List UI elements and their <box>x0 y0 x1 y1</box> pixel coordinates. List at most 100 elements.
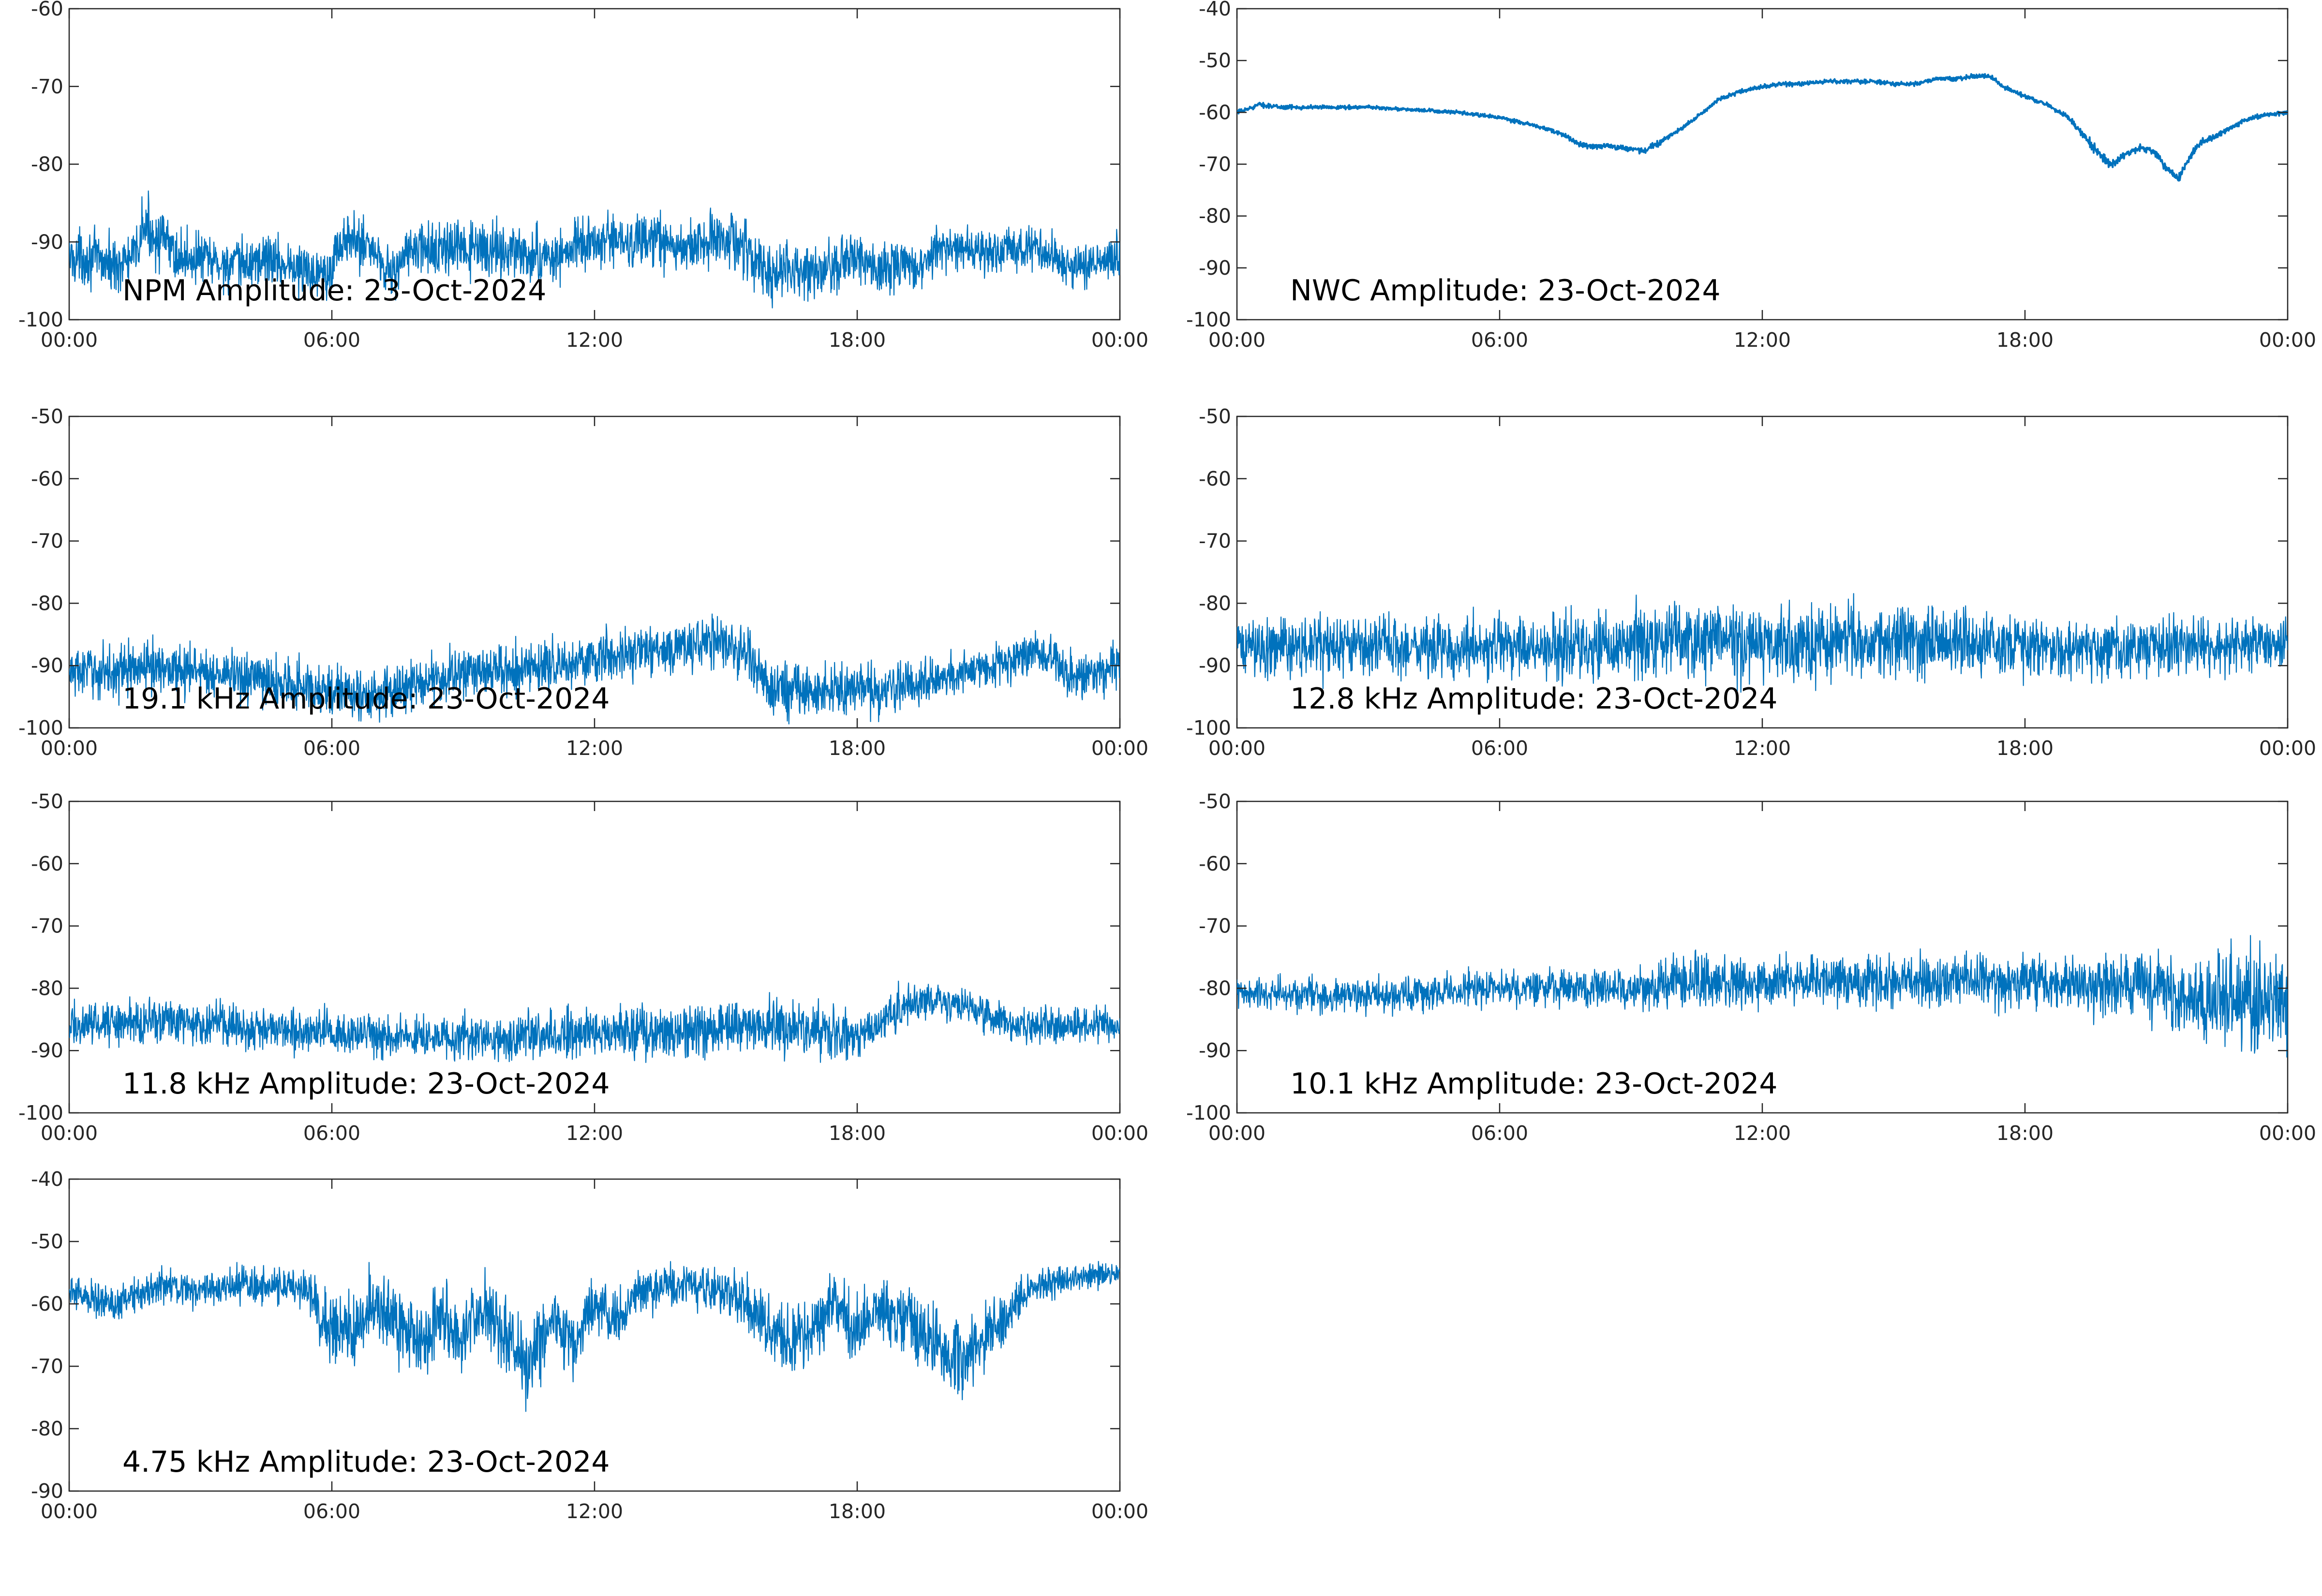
x-tick-label: 18:00 <box>829 328 886 352</box>
y-tick-label: -60 <box>31 852 63 875</box>
chart-panel-7: -90 -80 -70 -60 -50 -40 00:00 06:00 12:00 18:00 00… <box>31 1167 1148 1523</box>
x-tick-label: 00:00 <box>1208 328 1265 352</box>
panel-title: 10.1 kHz Amplitude: 23-Oct-2024 <box>1290 1067 1778 1101</box>
y-tick-label: -100 <box>1186 1101 1231 1124</box>
y-tick-label: -100 <box>18 308 63 331</box>
y-tick-label: -80 <box>31 591 63 615</box>
x-tick-label: 06:00 <box>303 1122 360 1145</box>
chart-panel-4: -100 -90 -80 -70 -60 -50 00:00 06:00 12:00 18:00 0… <box>1186 405 2316 760</box>
y-tick-label: -90 <box>1199 1039 1231 1062</box>
y-tick-label: -90 <box>31 1479 63 1503</box>
y-tick-label: -50 <box>1199 405 1231 428</box>
y-tick-label: -100 <box>1186 308 1231 331</box>
y-tick-label: -40 <box>1199 0 1231 20</box>
y-tick-label: -100 <box>18 716 63 739</box>
y-tick-label: -70 <box>31 75 63 98</box>
y-tick-label: -100 <box>1186 716 1231 739</box>
y-tick-label: -60 <box>31 467 63 490</box>
x-tick-label: 06:00 <box>1471 1122 1528 1145</box>
y-tick-label: -80 <box>1199 976 1231 1000</box>
x-tick-label: 00:00 <box>1208 1122 1265 1145</box>
series-line <box>1237 73 2288 182</box>
chart-panel-6: -100 -90 -80 -70 -60 -50 00:00 06:00 12:00 18:00 0… <box>1186 790 2316 1145</box>
y-tick-label: -70 <box>31 530 63 553</box>
x-tick-label: 12:00 <box>566 737 623 760</box>
y-tick-label: -70 <box>1199 915 1231 938</box>
panel-title: 11.8 kHz Amplitude: 23-Oct-2024 <box>122 1067 610 1101</box>
series-line <box>1237 593 2288 693</box>
y-tick-label: -80 <box>1199 591 1231 615</box>
x-tick-label: 18:00 <box>1996 1122 2054 1145</box>
x-tick-label: 18:00 <box>829 1500 886 1523</box>
x-tick-label: 00:00 <box>2259 328 2316 352</box>
series-line <box>69 190 1120 309</box>
x-tick-label: 00:00 <box>41 737 98 760</box>
y-tick-label: -70 <box>1199 153 1231 176</box>
x-tick-label: 06:00 <box>303 328 360 352</box>
chart-panel-2: -100 -90 -80 -70 -60 -50 -40 00:00 06:00 12:00 18:… <box>1186 0 2316 352</box>
x-tick-label: 00:00 <box>2259 737 2316 760</box>
x-tick-label: 18:00 <box>829 1122 886 1145</box>
panel-title: 12.8 kHz Amplitude: 23-Oct-2024 <box>1290 682 1778 716</box>
axes-box <box>68 415 1121 729</box>
y-tick-label: -50 <box>1199 790 1231 813</box>
axes-box <box>1236 415 2289 729</box>
chart-panel-1: -100 -90 -80 -70 -60 00:00 06:00 12:00 18:00 00:0… <box>18 0 1148 352</box>
y-tick-label: -50 <box>31 405 63 428</box>
x-tick-label: 00:00 <box>1091 737 1148 760</box>
y-tick-label: -60 <box>1199 101 1231 124</box>
x-tick-label: 00:00 <box>1091 1122 1148 1145</box>
y-tick-label: -90 <box>31 230 63 253</box>
x-tick-label: 00:00 <box>1091 328 1148 352</box>
x-tick-label: 06:00 <box>1471 328 1528 352</box>
panel-title: NWC Amplitude: 23-Oct-2024 <box>1290 274 1721 308</box>
series-line <box>69 1261 1120 1412</box>
y-tick-label: -40 <box>31 1167 63 1191</box>
y-tick-label: -50 <box>1199 49 1231 72</box>
y-tick-label: -90 <box>1199 654 1231 677</box>
x-tick-label: 00:00 <box>41 328 98 352</box>
y-tick-label: -50 <box>31 790 63 813</box>
x-tick-label: 12:00 <box>566 1500 623 1523</box>
y-tick-label: -60 <box>1199 852 1231 875</box>
x-tick-label: 00:00 <box>1208 737 1265 760</box>
y-tick-label: -80 <box>31 976 63 1000</box>
x-tick-label: 00:00 <box>41 1500 98 1523</box>
y-tick-label: -60 <box>31 1292 63 1315</box>
y-tick-label: -90 <box>31 1039 63 1062</box>
y-tick-label: -70 <box>31 1355 63 1378</box>
x-tick-label: 12:00 <box>566 1122 623 1145</box>
panel-title: NPM Amplitude: 23-Oct-2024 <box>122 274 546 308</box>
y-tick-label: -70 <box>1199 530 1231 553</box>
axes-box <box>1236 800 2289 1114</box>
y-tick-label: -60 <box>31 0 63 20</box>
y-tick-label: -50 <box>31 1230 63 1253</box>
y-tick-label: -90 <box>1199 256 1231 280</box>
series-line <box>1237 935 2288 1058</box>
y-tick-label: -80 <box>31 1417 63 1440</box>
y-tick-label: -80 <box>31 153 63 176</box>
x-tick-label: 00:00 <box>1091 1500 1148 1523</box>
x-tick-label: 06:00 <box>303 737 360 760</box>
x-tick-label: 00:00 <box>2259 1122 2316 1145</box>
panel-title: 19.1 kHz Amplitude: 23-Oct-2024 <box>122 682 610 716</box>
y-tick-label: -90 <box>31 654 63 677</box>
chart-panel-5: -100 -90 -80 -70 -60 -50 00:00 06:00 12:00 18:00 0… <box>18 790 1148 1145</box>
panel-title: 4.75 kHz Amplitude: 23-Oct-2024 <box>122 1445 610 1479</box>
axes-box <box>1236 8 2289 321</box>
x-tick-label: 12:00 <box>1734 737 1791 760</box>
x-tick-label: 12:00 <box>1734 1122 1791 1145</box>
y-tick-label: -70 <box>31 915 63 938</box>
x-tick-label: 06:00 <box>303 1500 360 1523</box>
series-line <box>69 613 1120 724</box>
x-tick-label: 18:00 <box>1996 737 2054 760</box>
chart-panel-3: -100 -90 -80 -70 -60 -50 00:00 06:00 12:00 18:00 0… <box>18 405 1148 760</box>
x-tick-label: 18:00 <box>829 737 886 760</box>
axes-box <box>68 800 1121 1114</box>
x-tick-label: 00:00 <box>41 1122 98 1145</box>
x-tick-label: 12:00 <box>566 328 623 352</box>
axes-box <box>68 1178 1121 1492</box>
x-tick-label: 18:00 <box>1996 328 2054 352</box>
x-tick-label: 06:00 <box>1471 737 1528 760</box>
